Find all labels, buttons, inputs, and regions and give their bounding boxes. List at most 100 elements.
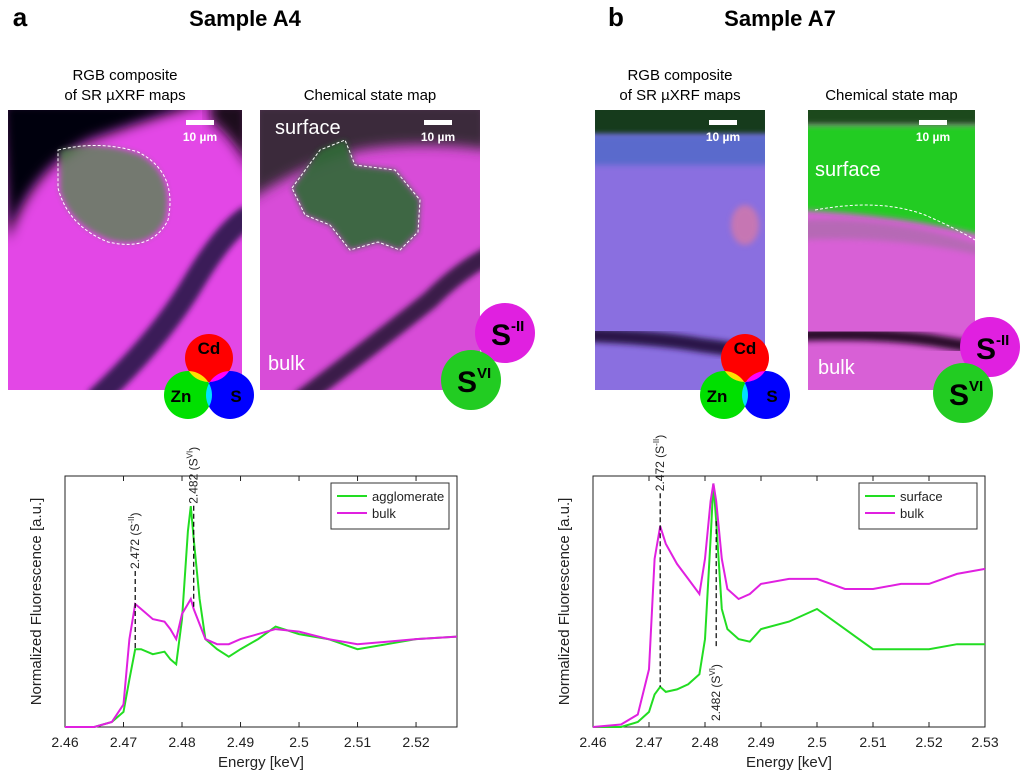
state-map	[260, 110, 480, 390]
key-label: SVI	[949, 378, 983, 412]
annotation-part: )	[653, 435, 667, 439]
region-label: bulk	[818, 357, 856, 379]
key-label: S-II	[491, 318, 524, 352]
x-axis-label: Energy [keV]	[746, 754, 832, 771]
key-label-base: S	[457, 366, 477, 399]
x-axis-label: Energy [keV]	[218, 754, 304, 771]
annotation-part: 2.482 (S	[709, 676, 723, 721]
scale-bar-label: 10 µm	[183, 130, 217, 144]
x-tick-label: 2.49	[747, 734, 774, 750]
key-label: Zn	[707, 387, 728, 406]
panel-label: a	[13, 2, 28, 32]
x-tick-label: 2.48	[168, 734, 195, 750]
scale-bar-label: 10 µm	[916, 130, 950, 144]
x-tick-label: 2.46	[51, 734, 78, 750]
key-label: S	[230, 387, 241, 406]
legend-box	[330, 482, 450, 530]
annotation-part: 2.472 (S	[128, 524, 142, 569]
scale-bar	[186, 120, 214, 125]
annotation-label: 2.472 (S-II)	[127, 513, 142, 569]
key-circle	[475, 303, 535, 363]
region-label: bulk	[268, 353, 306, 375]
annotation-part: 2.472 (S	[653, 446, 667, 491]
x-tick-label: 2.48	[691, 734, 718, 750]
map-caption: RGB composite	[627, 67, 732, 84]
key-label: Cd	[734, 339, 757, 358]
annotation-part: )	[709, 664, 723, 668]
x-tick-label: 2.49	[227, 734, 254, 750]
legend-label: surface	[900, 489, 943, 504]
key-label: S-II	[976, 332, 1009, 366]
map-caption: Chemical state map	[304, 87, 437, 104]
x-tick-label: 2.5	[807, 734, 827, 750]
key-label-base: S	[976, 333, 996, 366]
key-label: Cd	[198, 339, 221, 358]
key-circle	[742, 371, 790, 419]
state-map	[808, 110, 975, 390]
series-line	[65, 596, 458, 728]
annotation-part: -II	[127, 517, 136, 524]
x-tick-label: 2.52	[402, 734, 429, 750]
annotation-label: 2.472 (S-II)	[652, 435, 667, 491]
annotation-label: 2.482 (SVI)	[186, 447, 201, 504]
annotation-part: -II	[652, 439, 661, 446]
key-label: Zn	[171, 387, 192, 406]
x-tick-label: 2.53	[971, 734, 998, 750]
legend-box	[858, 482, 978, 530]
region-label: surface	[275, 117, 341, 139]
key-label-base: S	[949, 379, 969, 412]
annotation-part: 2.482 (S	[187, 458, 201, 503]
key-label-sup: -II	[511, 318, 524, 335]
scale-bar	[919, 120, 947, 125]
key-circle	[960, 317, 1020, 377]
annotation-part: )	[187, 447, 201, 451]
key-label-sup: VI	[969, 378, 983, 395]
rgb-key	[700, 334, 790, 419]
key-label: S	[766, 387, 777, 406]
key-circle	[441, 350, 501, 410]
y-axis-label: Normalized Fluorescence [a.u.]	[28, 498, 45, 706]
key-circle	[164, 371, 212, 419]
x-tick-label: 2.51	[344, 734, 371, 750]
x-tick-label: 2.47	[110, 734, 137, 750]
legend-label: bulk	[372, 506, 396, 521]
map-caption: RGB composite	[72, 67, 177, 84]
x-tick-label: 2.46	[579, 734, 606, 750]
annotation-label: 2.482 (SVI)	[708, 664, 723, 721]
annotation-part: )	[128, 513, 142, 517]
scale-bar-label: 10 µm	[706, 130, 740, 144]
annotation-part: VI	[186, 451, 195, 459]
panel-label: b	[608, 2, 624, 32]
y-axis-label: Normalized Fluorescence [a.u.]	[556, 498, 573, 706]
key-circle	[721, 334, 769, 382]
legend-label: agglomerate	[372, 489, 444, 504]
series-line	[592, 483, 986, 728]
map-caption: of SR µXRF maps	[619, 87, 740, 104]
key-circle	[185, 334, 233, 382]
rgb-map	[8, 110, 242, 390]
panel-title: Sample A7	[724, 6, 836, 31]
key-label: SVI	[457, 365, 491, 399]
rgb-key	[164, 334, 254, 419]
region-label: surface	[815, 159, 881, 181]
series-line	[65, 505, 458, 728]
scale-bar-label: 10 µm	[421, 130, 455, 144]
key-label-base: S	[491, 319, 511, 352]
key-circle	[933, 363, 993, 423]
key-label-sup: VI	[477, 365, 491, 382]
map-caption: of SR µXRF maps	[64, 87, 185, 104]
x-tick-label: 2.47	[635, 734, 662, 750]
x-tick-label: 2.51	[859, 734, 886, 750]
key-circle	[700, 371, 748, 419]
key-circle	[206, 371, 254, 419]
legend-label: bulk	[900, 506, 924, 521]
panel-title: Sample A4	[189, 6, 301, 31]
annotation-part: VI	[708, 668, 717, 676]
scale-bar	[709, 120, 737, 125]
x-tick-label: 2.52	[915, 734, 942, 750]
scale-bar	[424, 120, 452, 125]
map-caption: Chemical state map	[825, 87, 958, 104]
x-tick-label: 2.5	[289, 734, 309, 750]
